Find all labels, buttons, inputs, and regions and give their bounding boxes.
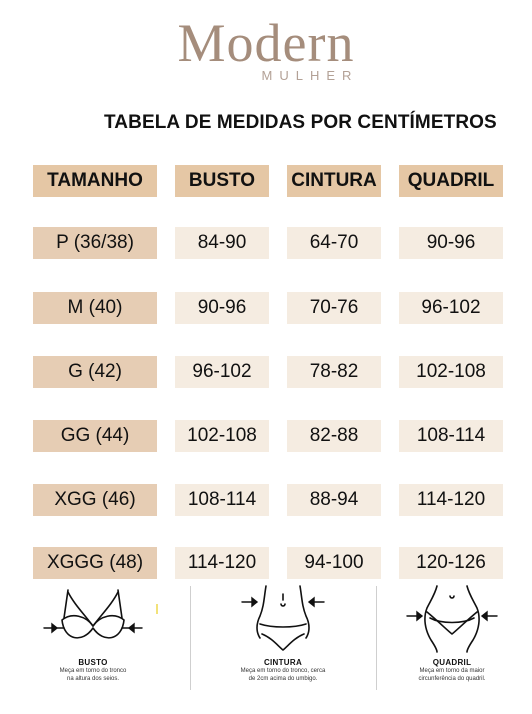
quadril-cell: 108-114: [399, 420, 503, 452]
logo-main-text: Modern: [177, 13, 355, 73]
busto-cell: 96-102: [175, 356, 269, 388]
busto-guide-desc-1: Meça em torno do tronco: [59, 668, 127, 674]
busto-cell: 90-96: [175, 292, 269, 324]
quadril-cell: 96-102: [399, 292, 503, 324]
busto-cell: 102-108: [175, 420, 269, 452]
cintura-guide-title: CINTURA: [263, 658, 303, 667]
cintura-guide-desc-1: Meça em torno do tronco, cerca: [240, 668, 326, 674]
cintura-guide-desc-2: de 2cm acima do umbigo.: [248, 676, 318, 682]
cintura-cell: 94-100: [287, 547, 381, 579]
cintura-cell: 88-94: [287, 484, 381, 516]
quadril-cell: 102-108: [399, 356, 503, 388]
quadril-cell: 114-120: [399, 484, 503, 516]
busto-guide: BUSTO Meça em torno do tronco na altura …: [30, 582, 156, 683]
size-cell: GG (44): [33, 420, 157, 452]
page-title: TABELA DE MEDIDAS POR CENTÍMETROS: [104, 112, 497, 133]
cintura-cell: 64-70: [287, 227, 381, 259]
size-cell: XGG (46): [33, 484, 157, 516]
bra-icon: [43, 589, 143, 639]
header-size: TAMANHO: [33, 165, 157, 197]
size-cell: G (42): [33, 356, 157, 388]
divider: [190, 586, 191, 690]
cintura-cell: 82-88: [287, 420, 381, 452]
quadril-guide-desc-1: Meça em torno da maior: [419, 668, 485, 674]
busto-cell: 114-120: [175, 547, 269, 579]
decorative-mark: [156, 604, 158, 614]
busto-guide-desc-2: na altura dos seios.: [66, 676, 120, 682]
quadril-guide-desc-2: circunferência do quadril.: [418, 676, 486, 682]
busto-cell: 84-90: [175, 227, 269, 259]
brand-logo: Modern MULHER: [0, 14, 532, 83]
busto-guide-title: BUSTO: [78, 658, 108, 667]
quadril-guide-title: QUADRIL: [432, 658, 472, 667]
quadril-cell: 90-96: [399, 227, 503, 259]
size-cell: M (40): [33, 292, 157, 324]
header-busto: BUSTO: [175, 165, 269, 197]
waist-icon: [241, 585, 325, 651]
header-quadril: QUADRIL: [399, 165, 503, 197]
header-cintura: CINTURA: [287, 165, 381, 197]
divider: [376, 586, 377, 690]
cintura-cell: 70-76: [287, 292, 381, 324]
quadril-cell: 120-126: [399, 547, 503, 579]
cintura-guide: CINTURA Meça em torno do tronco, cerca d…: [215, 582, 351, 683]
hip-icon: [406, 585, 498, 653]
busto-cell: 108-114: [175, 484, 269, 516]
cintura-cell: 78-82: [287, 356, 381, 388]
quadril-guide: QUADRIL Meça em torno da maior circunfer…: [392, 582, 512, 683]
logo-sub-text: MULHER: [261, 68, 359, 83]
size-cell: XGGG (48): [33, 547, 157, 579]
size-cell: P (36/38): [33, 227, 157, 259]
